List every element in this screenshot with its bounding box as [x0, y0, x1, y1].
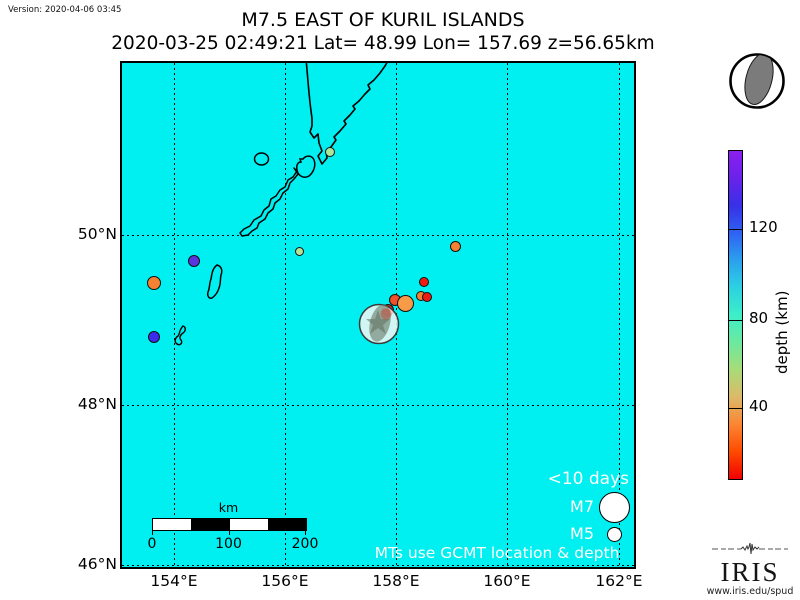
version-text: Version: 2020-04-06 03:45: [8, 5, 122, 15]
iris-wordmark: IRIS: [720, 557, 780, 587]
legend-m7-label: M7: [570, 497, 594, 516]
scalebar-tick-label: 100: [215, 536, 242, 552]
title-block: M7.5 EAST OF KURIL ISLANDS 2020-03-25 02…: [60, 8, 706, 55]
colorbar-tick-label: 80: [749, 309, 769, 327]
scalebar-segment: [153, 519, 192, 530]
seismogram-icon: [712, 542, 788, 555]
earthquake-marker: [147, 276, 161, 290]
y-axis-label: 50°N: [77, 225, 117, 243]
gridline-meridian: [285, 63, 286, 567]
scalebar-bar: [152, 518, 307, 531]
depth-colorbar: [728, 150, 743, 480]
map-beachball-icon: [358, 303, 400, 345]
scalebar-tick: [305, 529, 306, 535]
iris-url: www.iris.edu/spud: [706, 586, 794, 597]
earthquake-marker: [449, 240, 461, 252]
scalebar-segment: [267, 519, 306, 530]
x-axis-label: 162°E: [595, 572, 643, 590]
gridline-parallel: [122, 565, 634, 566]
page-title: M7.5 EAST OF KURIL ISLANDS: [241, 9, 525, 31]
x-axis-label: 154°E: [150, 572, 198, 590]
legend-m5-label: M5: [570, 524, 594, 543]
scalebar-tick-label: 200: [291, 536, 319, 552]
iris-logo: IRIS www.iris.edu/spud: [703, 540, 797, 597]
gridline-parallel: [122, 235, 634, 236]
gridline-meridian: [507, 63, 508, 567]
scalebar-unit-label: km: [218, 500, 239, 515]
colorbar-tick-label: 40: [749, 397, 769, 415]
y-axis-label: 46°N: [77, 555, 117, 573]
earthquake-marker: [396, 294, 414, 312]
legend-recency-label: <10 days: [547, 469, 629, 489]
scalebar-segment: [191, 519, 230, 530]
legend-m7-circle: [599, 492, 630, 523]
scalebar-tick: [228, 529, 230, 535]
colorbar-tick: [729, 408, 742, 409]
scalebar-tick-label: 0: [147, 536, 157, 552]
colorbar-axis-label: depth (km): [773, 290, 791, 374]
earthquake-marker: [294, 246, 304, 256]
gridline-meridian: [619, 63, 620, 567]
colorbar-tick-label: 120: [749, 218, 778, 236]
scalebar-tick: [152, 529, 153, 535]
gridline-meridian: [174, 63, 175, 567]
map-note: MTs use GCMT location & depth: [374, 544, 620, 562]
x-axis-label: 158°E: [372, 572, 420, 590]
earthquake-marker: [325, 147, 335, 157]
focal-mechanism-icon: [729, 53, 785, 109]
colorbar-tick: [729, 229, 742, 230]
scalebar: km 0 100 200: [148, 500, 319, 552]
map: <10 days M7 M5 MTs use GCMT location & d…: [120, 61, 636, 569]
coastlines: [174, 63, 388, 346]
earthquake-marker: [422, 292, 432, 302]
colorbar-tick: [729, 320, 742, 321]
earthquake-marker: [419, 277, 429, 287]
legend-m5-circle: [607, 527, 622, 542]
earthquake-marker: [148, 331, 160, 343]
gridline-parallel: [122, 405, 634, 406]
scalebar-segment: [229, 519, 268, 530]
y-axis-label: 48°N: [77, 395, 117, 413]
x-axis-label: 156°E: [261, 572, 309, 590]
event-subtitle: 2020-03-25 02:49:21 Lat= 48.99 Lon= 157.…: [111, 33, 655, 54]
x-axis-label: 160°E: [483, 572, 531, 590]
earthquake-marker: [188, 255, 200, 267]
